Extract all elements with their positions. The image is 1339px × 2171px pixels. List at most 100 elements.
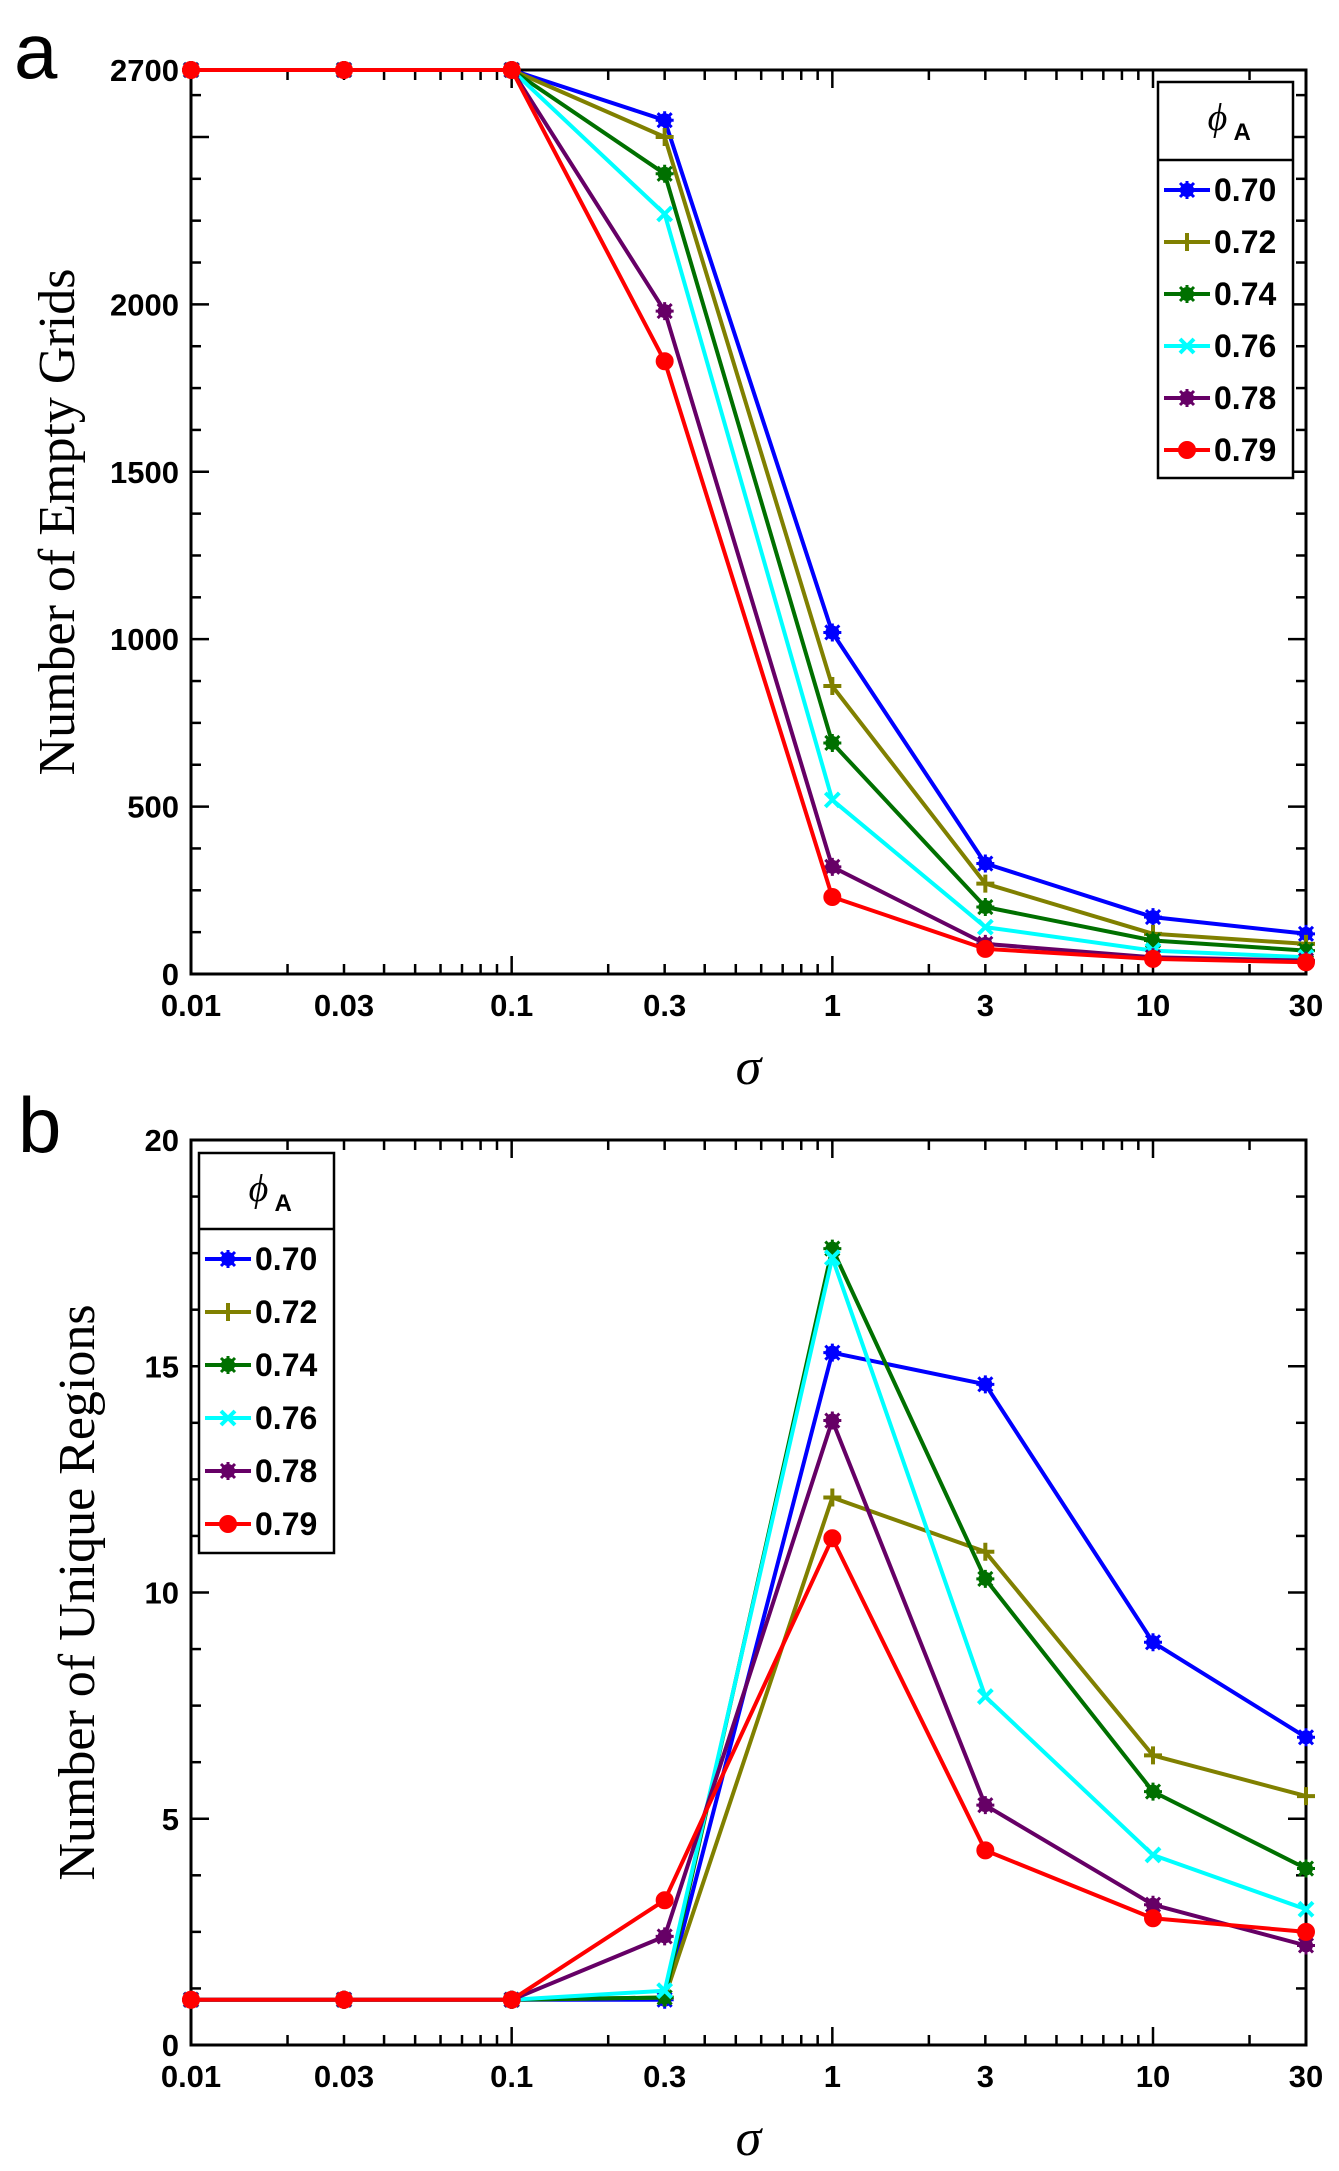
panel-b-xtick-label: 0.1 (490, 2059, 533, 2094)
panel-b-xtick-label: 3 (977, 2059, 994, 2094)
panel-a-point-0.70-rays (976, 854, 995, 873)
panel-a-point-0.72 (655, 127, 674, 146)
panel-a-legend-title-sub: A (1234, 119, 1251, 146)
panel-a-ytick-label: 2700 (110, 53, 179, 88)
panel-a-point-0.78-rays (823, 857, 842, 876)
panel-a-legend-label-0.76: 0.76 (1214, 328, 1276, 364)
panel-a-ytick-label: 1000 (110, 622, 179, 657)
panel-a-point-0.70-rays (1297, 924, 1315, 943)
panel-b-point-0.79 (182, 1990, 200, 2009)
panel-a-xtick-label: 0.1 (490, 988, 533, 1023)
panel-b-legend-marker-0.76 (219, 1409, 237, 1427)
panel-b-legend-title-sub: A (275, 1190, 292, 1217)
panel-b-xtick-label: 30 (1289, 2059, 1323, 2094)
panel-a-ytick-label: 0 (162, 957, 179, 992)
panel-b-legend-label-0.70: 0.70 (255, 1241, 317, 1277)
panel-a-point-0.79 (1144, 949, 1163, 968)
panel-a-legend: ϕ A 0.70 0.72 0.74 0.76 0.78 0.79 (1156, 80, 1295, 480)
panel-b: 0.01 0.03 0.1 0.3 1 3 10 30 0 5 10 15 20 σ Number of U… (18, 1081, 1323, 2167)
panel-b-point-0.70-rays (976, 1375, 995, 1394)
panel-b-legend-label-0.74: 0.74 (255, 1347, 317, 1383)
panel-b-point-0.72 (1144, 1746, 1162, 1765)
panel-a-legend-marker-0.79 (1178, 441, 1196, 459)
panel-b-point-0.79 (976, 1841, 995, 1860)
panel-a-point-0.79 (502, 61, 521, 79)
panel-a-point-0.70-rays (655, 111, 674, 130)
panel-b-line-0.76 (191, 1255, 1307, 2002)
panel-a-ytick-label: 500 (127, 790, 179, 825)
panel-a-xlabel: σ (736, 1039, 764, 1096)
panel-a: 0.01 0.03 0.1 0.3 1 3 10 30 0 500 1000 1500 2000 2700… (14, 7, 1323, 1096)
panel-a-point-0.79 (976, 939, 995, 958)
panel-a-series-0.78 (182, 61, 1315, 970)
panel-a-point-0.72 (976, 874, 995, 893)
panel-a-point-0.76 (656, 205, 674, 223)
panel-b-ytick-label: 0 (162, 2028, 179, 2063)
panel-b-point-0.70-rays (823, 1343, 842, 1362)
panel-b-point-0.76 (656, 1982, 674, 2000)
panel-b-point-0.78-rays (655, 1927, 674, 1946)
panel-a-frame (189, 68, 1308, 976)
panel-a-legend-label-0.74: 0.74 (1214, 276, 1276, 312)
panel-b-frame (189, 1138, 1308, 2047)
panel-b-point-0.76 (1297, 1900, 1315, 1918)
panel-a-series-0.76 (182, 61, 1315, 966)
panel-b-point-0.72 (823, 1488, 842, 1507)
panel-b-legend-marker-0.74-rays (219, 1356, 237, 1374)
panel-b-xtick-label: 0.03 (314, 2059, 374, 2094)
panel-a-point-0.79 (182, 61, 200, 79)
panel-b-point-0.74-rays (976, 1569, 995, 1588)
panel-b-point-0.70-rays (1144, 1633, 1162, 1652)
panel-a-ytick-label: 1500 (110, 455, 179, 490)
panel-b-legend-title: ϕ (249, 1168, 269, 1210)
panel-a-point-0.79 (334, 61, 353, 79)
panel-b-ytick-label: 10 (145, 1576, 179, 1611)
panel-b-legend-label-0.72: 0.72 (255, 1294, 317, 1330)
panel-a-legend-label-0.72: 0.72 (1214, 224, 1276, 260)
panel-a-point-0.70-rays (823, 623, 842, 642)
panel-a-line-0.79 (191, 68, 1307, 965)
panel-b-legend-marker-0.78-rays (219, 1462, 237, 1480)
panel-b-point-0.79 (502, 1990, 521, 2009)
panel-b-point-0.79 (1297, 1922, 1315, 1941)
panel-a-xtick-label: 10 (1136, 988, 1170, 1023)
panel-a-legend-marker-0.76 (1178, 337, 1196, 355)
panel-b-legend-marker-0.79 (219, 1515, 237, 1533)
panel-a-point-0.76 (976, 918, 994, 936)
panel-a-legend-box (1156, 80, 1295, 480)
panel-b-xtick-label: 10 (1136, 2059, 1170, 2094)
panel-a-point-0.76 (823, 791, 841, 809)
panel-b-point-0.79 (655, 1891, 674, 1910)
panel-a-legend-title: ϕ (1208, 97, 1228, 139)
panel-b-ytick-label: 20 (145, 1123, 179, 1158)
panel-b-series-0.79 (182, 1529, 1315, 2009)
panel-a-point-0.78-rays (655, 302, 674, 321)
panel-a-point-0.79 (823, 887, 842, 906)
panel-a-legend-marker-0.74-rays (1178, 285, 1196, 303)
panel-b-point-0.72 (976, 1542, 995, 1561)
panel-a-ytick-label: 2000 (110, 287, 179, 322)
panel-a-point-0.74-rays (823, 733, 842, 752)
panel-b-xlabel: σ (736, 2110, 764, 2167)
panel-a-xtick-label: 3 (977, 988, 994, 1023)
panel-b-line-0.79 (191, 1536, 1307, 2002)
panel-b-series-0.72 (182, 1488, 1315, 2009)
panel-b-ylabel: Number of Unique Regions (49, 1304, 106, 1880)
panel-a-point-0.74-rays (655, 164, 674, 183)
panel-a-letter: a (14, 7, 58, 95)
panel-b-legend-marker-0.70-rays (219, 1250, 237, 1268)
panel-a-legend-marker-0.70-rays (1178, 181, 1196, 199)
panel-a-ylabel: Number of Empty Grids (29, 269, 86, 776)
panel-b-point-0.79 (334, 1990, 353, 2009)
panel-a-point-0.70-rays (1144, 908, 1162, 927)
panel-b-legend-box (197, 1151, 336, 1555)
panel-b-point-0.78-rays (1144, 1895, 1162, 1914)
panel-a-xtick-label: 1 (824, 988, 841, 1023)
panel-a-xtick-label: 0.01 (161, 988, 221, 1023)
panel-a-point-0.79 (1297, 953, 1315, 972)
panel-b-legend: ϕ A 0.70 0.72 0.74 0.76 0.78 0.79 (197, 1151, 336, 1555)
panel-a-legend-marker-0.78-rays (1178, 389, 1196, 407)
panel-b-xtick-label: 0.01 (161, 2059, 221, 2094)
panel-a-point-0.74-rays (976, 898, 995, 917)
